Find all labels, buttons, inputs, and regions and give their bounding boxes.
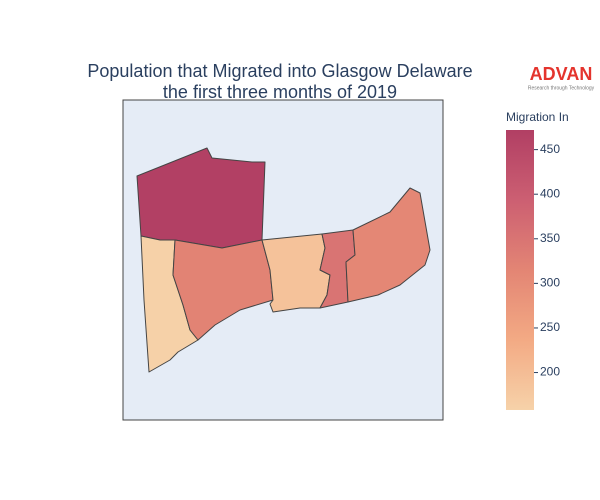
map (136, 147, 431, 373)
colorbar-tick-label: 200 (540, 365, 560, 379)
colorbar-tick-label: 350 (540, 231, 560, 245)
title-line: Population that Migrated into Glasgow De… (87, 61, 472, 81)
colorbar-tick-label: 450 (540, 142, 560, 156)
title-line: the first three months of 2019 (163, 82, 397, 102)
colorbar-tick-label: 300 (540, 276, 560, 290)
colorbar-tick-label: 250 (540, 320, 560, 334)
region (172, 239, 274, 341)
logo-tagline: Research through Technology (528, 85, 595, 91)
colorbar (506, 130, 534, 410)
region (345, 187, 431, 303)
colorbar-tick-label: 400 (540, 186, 560, 200)
logo: ADVAN (530, 64, 593, 84)
colorbar-title: Migration In (506, 110, 569, 124)
region (261, 233, 331, 313)
